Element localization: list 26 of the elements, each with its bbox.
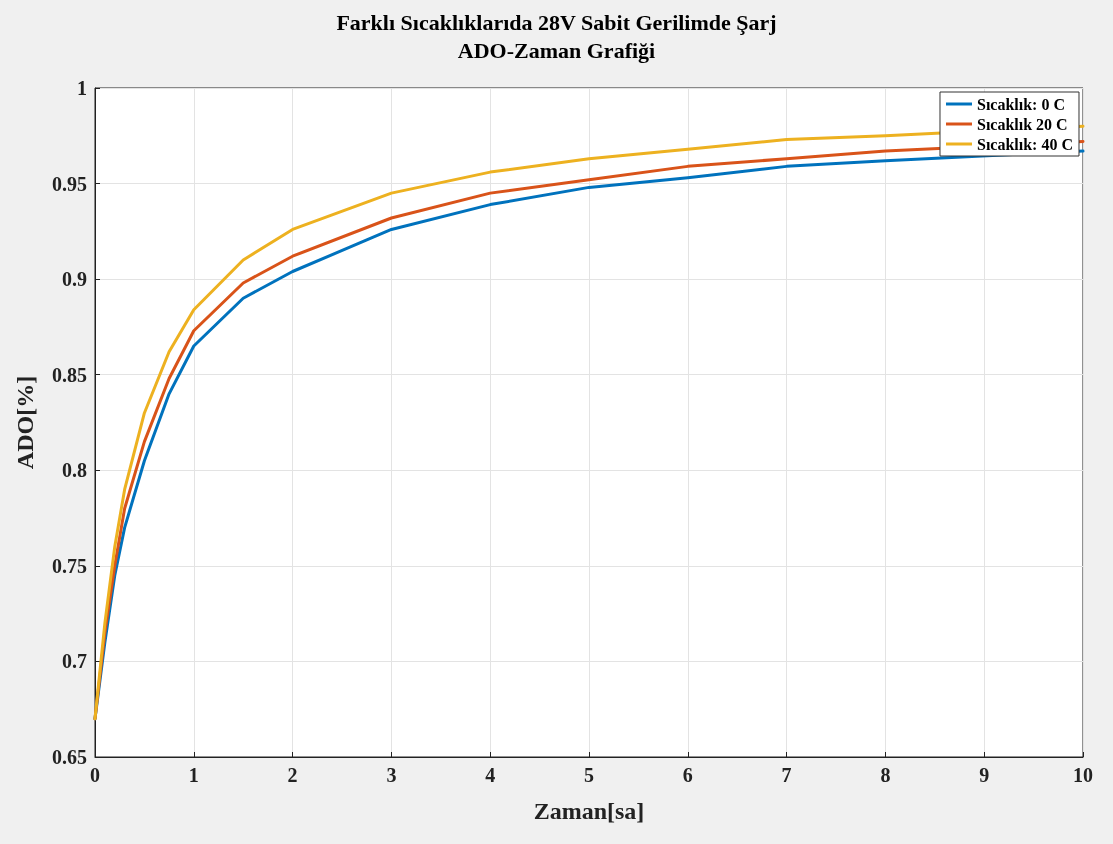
- y-axis-title: ADO[%]: [12, 375, 38, 470]
- y-tick-label: 0.75: [52, 554, 87, 577]
- x-tick-label: 8: [880, 764, 891, 786]
- x-tick-label: 2: [287, 764, 298, 786]
- y-tick-label: 0.9: [62, 268, 87, 291]
- chart-subtitle: ADO-Zaman Grafiği: [457, 37, 656, 63]
- y-tick-label: 0.95: [52, 172, 87, 195]
- legend-label: Sıcaklık: 0 C: [976, 95, 1065, 113]
- x-axis-title: Zaman[sa]: [533, 798, 645, 824]
- x-tick-label: 6: [682, 764, 693, 786]
- chart-title: Farklı Sıcaklıklarıda 28V Sabit Gerilimde Şarj: [336, 9, 777, 35]
- x-tick-label: 4: [485, 764, 496, 786]
- y-tick-label: 0.8: [62, 459, 87, 482]
- x-tick-label: 7: [781, 764, 792, 786]
- x-tick-label: 9: [979, 764, 990, 786]
- y-tick-label: 0.85: [52, 363, 87, 386]
- legend-label: Sıcaklık: 40 C: [976, 135, 1073, 153]
- x-tick-label: 1: [188, 764, 199, 786]
- x-tick-label: 3: [386, 764, 397, 786]
- y-tick-label: 1: [77, 77, 87, 99]
- x-tick-label: 5: [584, 764, 594, 786]
- y-tick-label: 0.65: [52, 746, 87, 768]
- legend-label: Sıcaklık 20 C: [976, 115, 1068, 133]
- x-tick-label: 10: [1073, 764, 1093, 786]
- x-tick-label: 0: [90, 764, 100, 786]
- y-tick-label: 0.7: [62, 650, 87, 673]
